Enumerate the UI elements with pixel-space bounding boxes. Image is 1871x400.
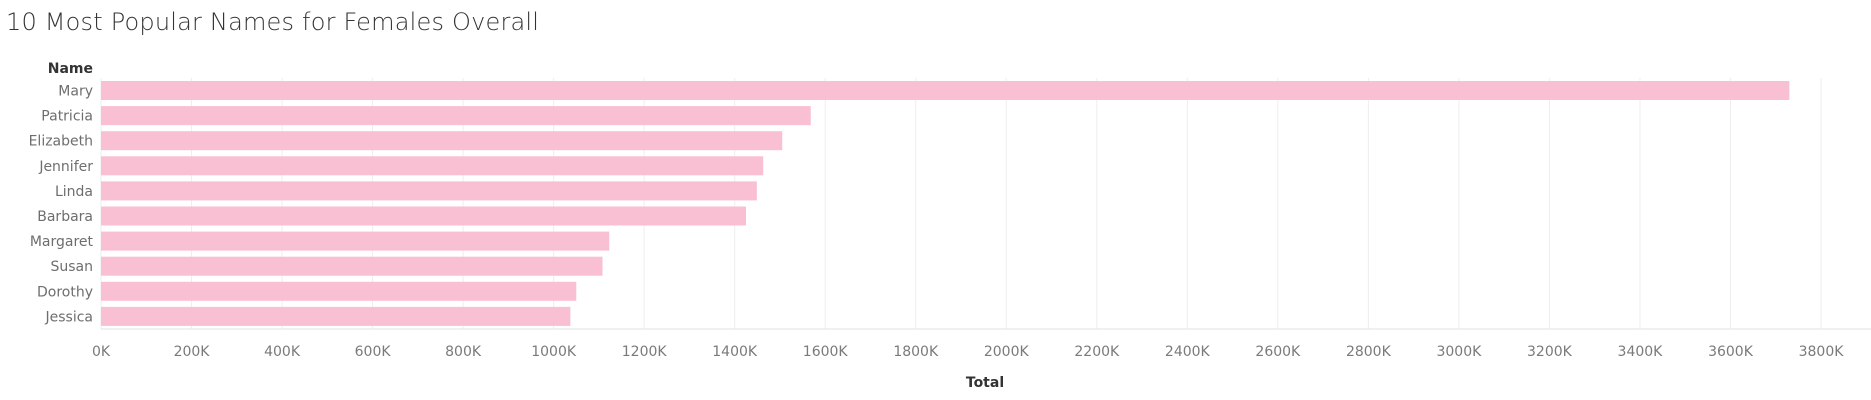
category-label: Mary xyxy=(58,84,93,100)
category-label: Susan xyxy=(50,259,93,275)
x-tick-label: 2800K xyxy=(1346,344,1392,360)
category-label: Barbara xyxy=(37,209,93,225)
bar xyxy=(101,306,571,326)
bar xyxy=(101,156,764,176)
x-tick-labels: 0K 200K 400K 600K 800K 1000K 1200K 1400K 1600K 18… xyxy=(92,344,1844,360)
category-labels: Mary Patricia Elizabeth Jennifer Linda Barbar… xyxy=(29,84,94,326)
x-tick-label: 3600K xyxy=(1708,344,1754,360)
bar xyxy=(101,131,783,151)
x-tick-label: 800K xyxy=(445,344,482,360)
x-tick-label: 0K xyxy=(92,344,111,360)
bar xyxy=(101,256,603,276)
x-tick-label: 200K xyxy=(174,344,211,360)
x-axis-title: Total xyxy=(966,375,1004,391)
y-axis-title: Name xyxy=(48,61,93,77)
x-tick-label: 1800K xyxy=(893,344,939,360)
category-label: Jennifer xyxy=(38,159,93,175)
category-label: Linda xyxy=(55,184,93,200)
bar xyxy=(101,81,1790,100)
category-label: Margaret xyxy=(30,234,94,250)
x-tick-label: 2200K xyxy=(1074,344,1120,360)
bar xyxy=(101,231,610,251)
bar xyxy=(101,281,577,301)
bar xyxy=(101,106,811,126)
x-tick-label: 1200K xyxy=(622,344,668,360)
x-tick-label: 1400K xyxy=(712,344,758,360)
x-tick-label: 2600K xyxy=(1255,344,1301,360)
x-tick-label: 1000K xyxy=(531,344,577,360)
x-tick-label: 2000K xyxy=(984,344,1030,360)
category-label: Jessica xyxy=(45,309,94,325)
x-tick-label: 2400K xyxy=(1165,344,1211,360)
x-tick-label: 3000K xyxy=(1436,344,1482,360)
x-tick-label: 3400K xyxy=(1618,344,1664,360)
x-tick-label: 3800K xyxy=(1799,344,1845,360)
bar xyxy=(101,181,757,201)
category-label: Dorothy xyxy=(37,284,93,300)
chart-title: 10 Most Popular Names for Females Overal… xyxy=(6,8,540,36)
x-tick-label: 400K xyxy=(264,344,301,360)
x-tick-label: 1600K xyxy=(803,344,849,360)
x-tick-label: 600K xyxy=(355,344,392,360)
bars xyxy=(101,81,1790,326)
x-tick-label: 3200K xyxy=(1527,344,1573,360)
category-label: Elizabeth xyxy=(29,134,93,150)
bar xyxy=(101,206,746,226)
category-label: Patricia xyxy=(41,109,93,125)
